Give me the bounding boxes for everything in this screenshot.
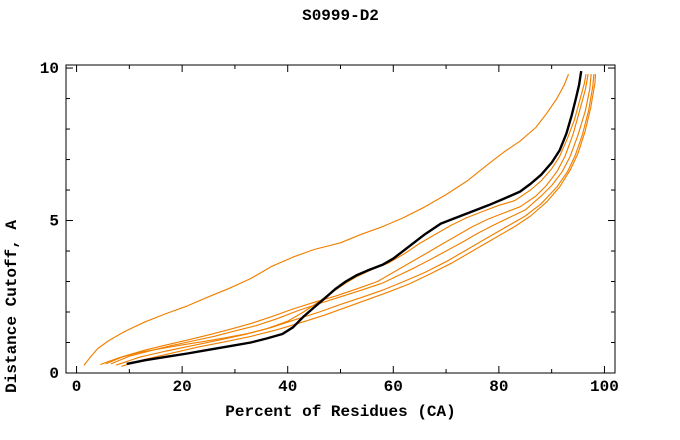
x-tick-label: 100 bbox=[590, 378, 619, 396]
x-tick-label: 20 bbox=[173, 378, 192, 396]
curve-model-c bbox=[105, 74, 589, 365]
curve-model-e bbox=[115, 74, 595, 366]
x-tick-label: 60 bbox=[384, 378, 403, 396]
x-tick-label: 80 bbox=[489, 378, 508, 396]
y-tick-label: 5 bbox=[49, 213, 59, 231]
y-tick-label: 0 bbox=[49, 365, 59, 383]
curve-model-d bbox=[110, 74, 592, 365]
x-axis-label: Percent of Residues (CA) bbox=[225, 403, 456, 421]
curve-model-b bbox=[100, 74, 587, 366]
y-tick-label: 10 bbox=[40, 60, 59, 78]
curve-model-a bbox=[83, 73, 570, 366]
y-axis-label-text: Distance Cutoff, A bbox=[3, 219, 21, 393]
curve-model-f bbox=[121, 74, 597, 367]
x-tick-label: 40 bbox=[278, 378, 297, 396]
plot-frame bbox=[65, 64, 616, 374]
chart-title: S0999-D2 bbox=[302, 7, 379, 25]
x-tick-label: 0 bbox=[72, 378, 82, 396]
curve-model-main bbox=[126, 70, 583, 366]
